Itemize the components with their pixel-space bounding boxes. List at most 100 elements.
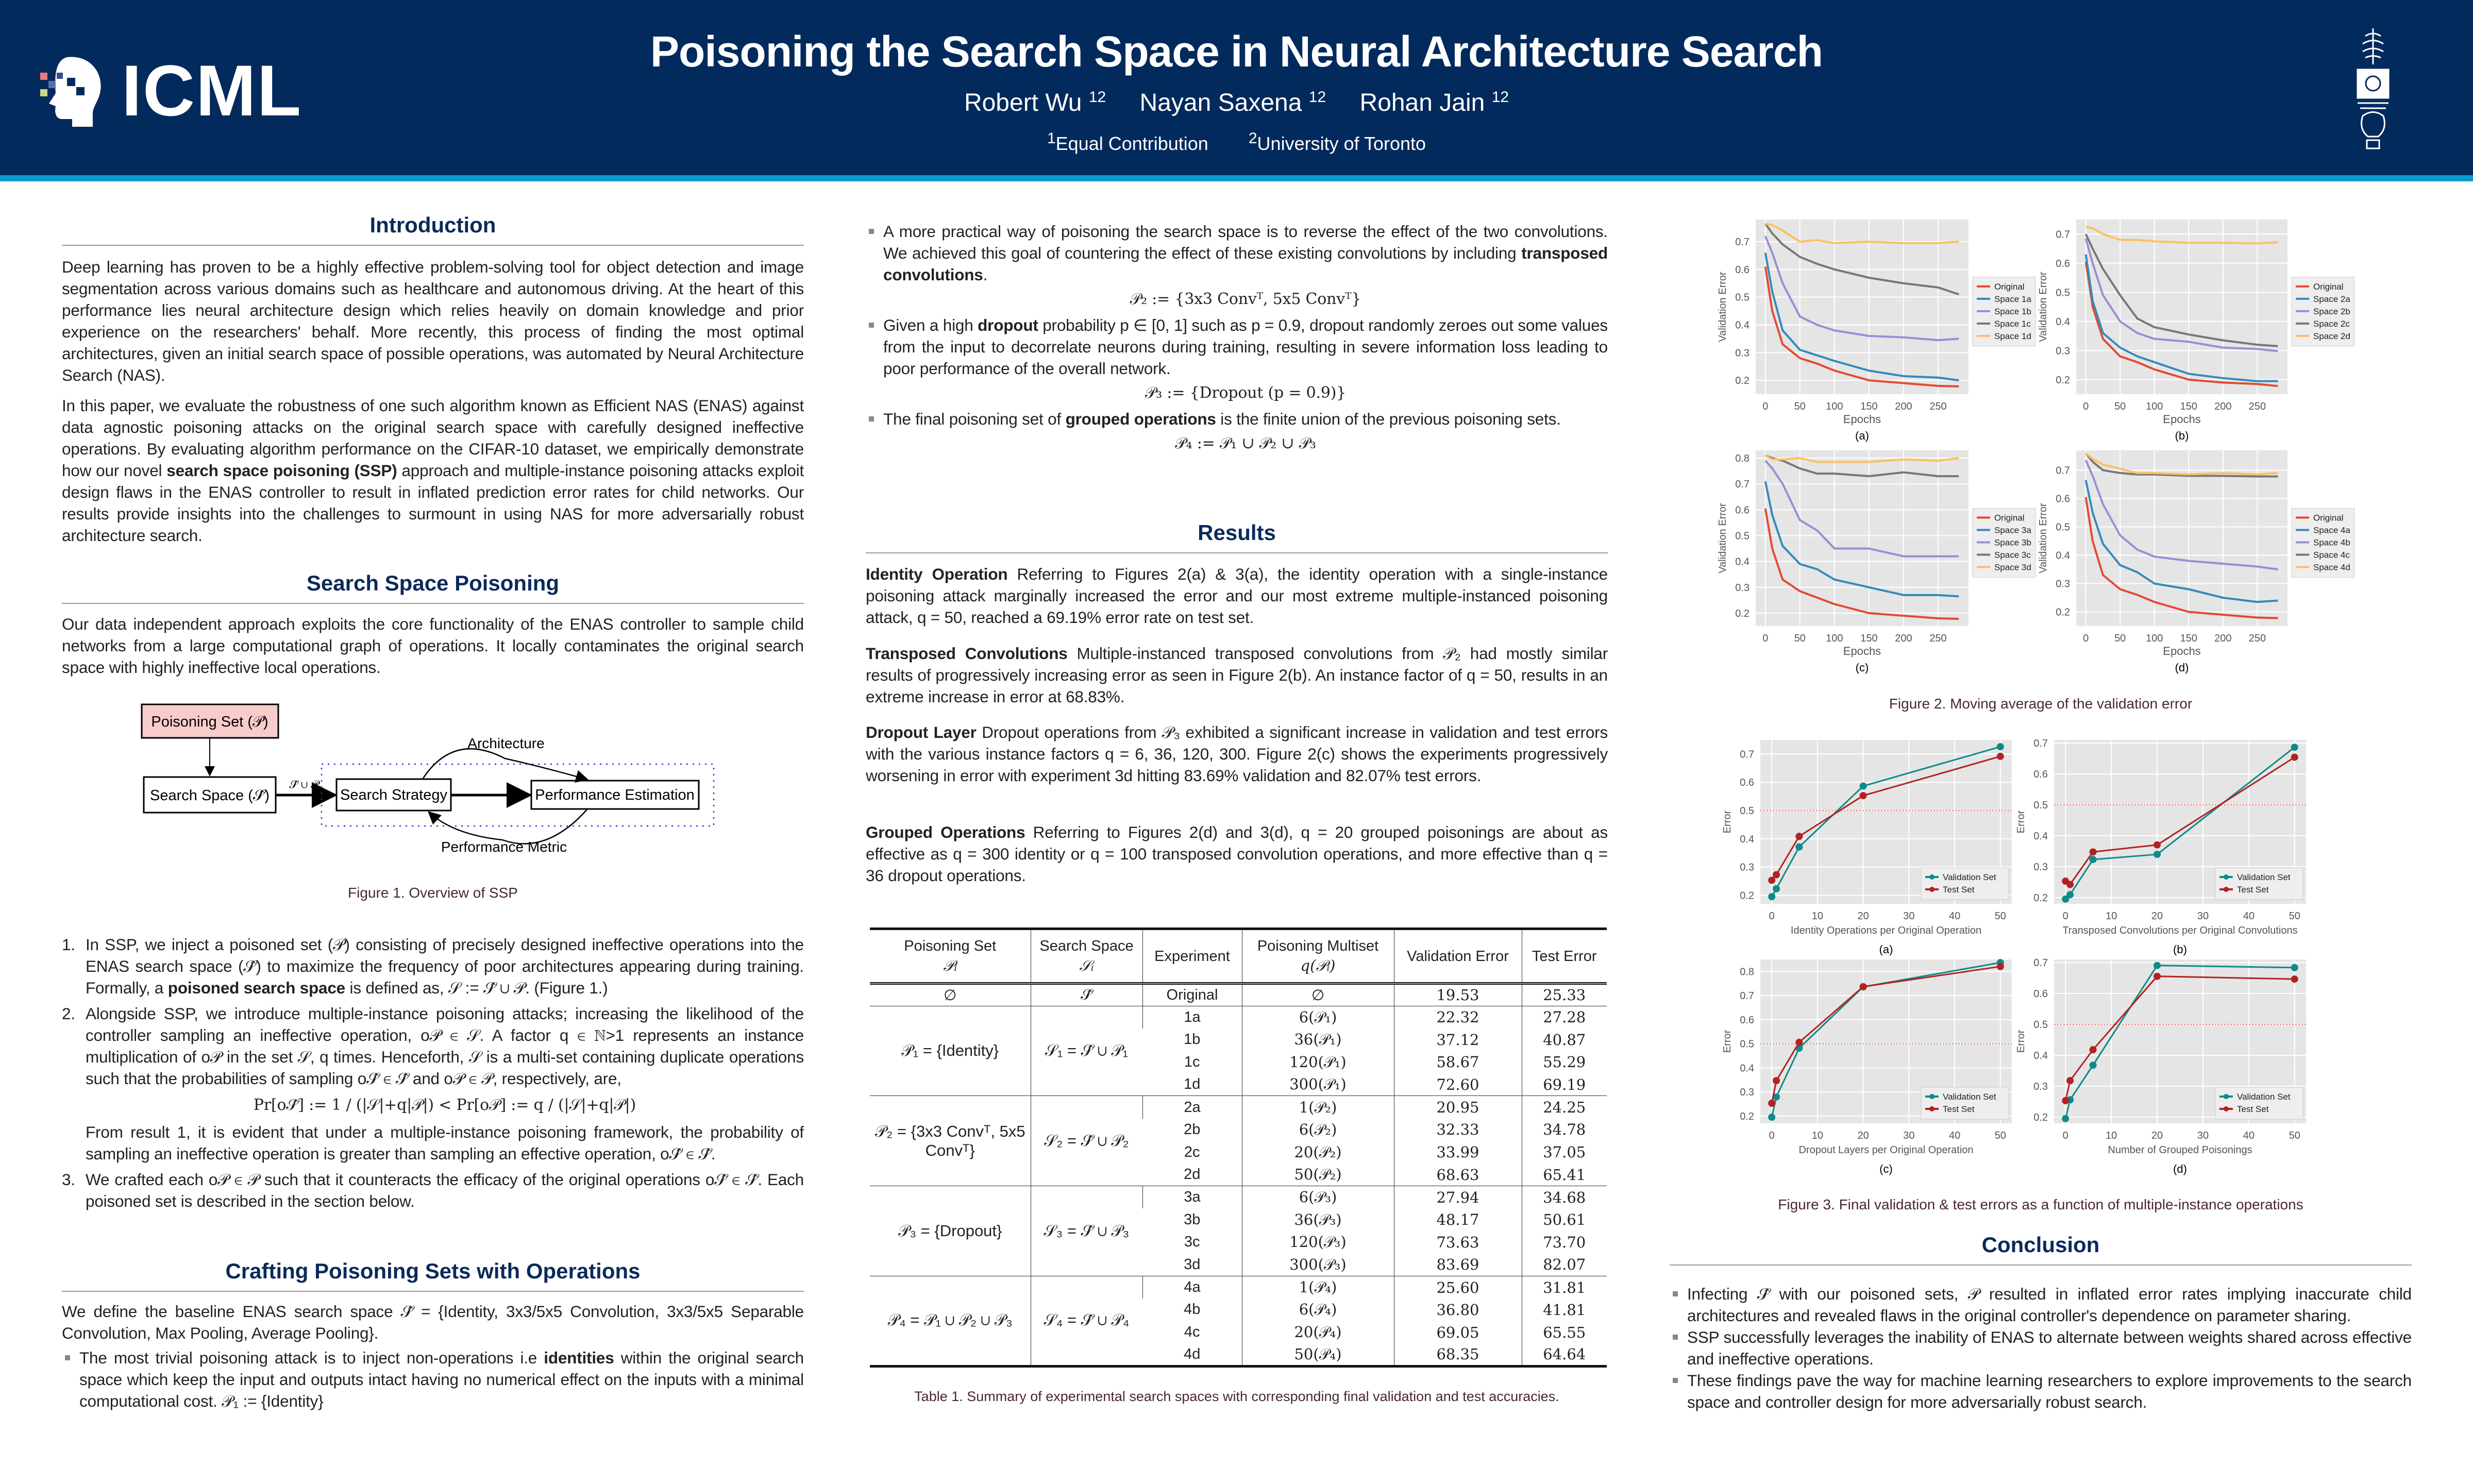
y-tick-label: 0.6 <box>1735 504 1749 516</box>
legend-marker <box>2224 1094 2229 1099</box>
series-line-space-2b <box>2084 238 2278 352</box>
table-cell: 19.53 <box>1393 983 1522 1006</box>
bullet-grouped: The final poisoning set of grouped opera… <box>866 408 1608 454</box>
table-cell: 55.29 <box>1521 1051 1607 1074</box>
table-cell: 27.28 <box>1521 1006 1607 1028</box>
table-cell: ∅ <box>944 987 957 1004</box>
y-tick-label: 0.6 <box>2033 988 2048 1000</box>
data-point <box>1768 1100 1776 1107</box>
y-tick-label: 0.7 <box>1740 749 1754 760</box>
poster-header: ICML Poisoning the Search Space in Neura… <box>0 0 2473 175</box>
conclusion-bullet: These findings pave the way for machine … <box>1670 1370 2412 1413</box>
intro-paragraph: Deep learning has proven to be a highly … <box>62 258 804 384</box>
table-cell: 33.99 <box>1393 1141 1522 1163</box>
y-tick-label: 0.7 <box>2033 738 2048 749</box>
x-tick-label: 150 <box>2180 633 2197 644</box>
poisoning-set-box <box>141 703 279 739</box>
data-point <box>2154 972 2161 980</box>
legend: Validation Set Test Set <box>1921 867 2009 900</box>
x-tick-label: 0 <box>1769 1130 1775 1141</box>
data-point <box>1773 871 1780 879</box>
legend-marker <box>1929 1094 1934 1099</box>
x-tick-label: 10 <box>1812 1130 1823 1141</box>
data-point <box>2062 1097 2070 1105</box>
data-point <box>1996 752 2004 760</box>
controller-boundary <box>321 763 715 827</box>
table-cell: 37.12 <box>1393 1028 1522 1051</box>
y-tick-label: 0.3 <box>1740 862 1754 873</box>
table-cell: 36.80 <box>1393 1298 1522 1321</box>
table-cell: 𝒮₂ = 𝒮̂ ∪ 𝒫₂ <box>1030 1095 1142 1186</box>
y-tick-label: 0.4 <box>1740 834 1754 845</box>
crafting-paragraph: We define the baseline ENAS search space… <box>62 1302 804 1342</box>
y-tick-label: 0.3 <box>2056 345 2070 357</box>
table-column-header: Poisoning Set 𝒫ᵢ <box>904 938 997 974</box>
table-row: ∅ 𝒮̂ Original ∅ 19.53 25.33 <box>870 983 1607 1006</box>
author-list: Robert Wu 12 Nayan Saxena 12 Rohan Jain … <box>0 89 2473 117</box>
table-cell: 6(𝒫₃) <box>1241 1186 1394 1209</box>
legend: Validation Set Test Set <box>2215 867 2303 900</box>
right-column: Conclusion Infecting 𝒮̂ with our poisone… <box>1670 0 2412 1484</box>
table-row: 𝒫₁ = {Identity} 𝒮₁ = 𝒮̂ ∪ 𝒫₁ 1a 6(𝒫₁) 22.32 2… <box>870 1006 1607 1096</box>
table-row: 2d 50(𝒫₂) 68.63 65.41 <box>870 1163 1607 1186</box>
x-axis-label: Transposed Convolutions per Original Con… <box>2062 925 2297 936</box>
bold-term: search space poisoning (SSP) <box>166 461 397 480</box>
x-tick-label: 20 <box>2151 910 2163 922</box>
table-cell: 300(𝒫₃) <box>1241 1253 1394 1276</box>
x-axis-label: Epochs <box>1843 645 1881 657</box>
data-point <box>1795 833 1803 840</box>
affiliation: 2University of Toronto <box>1248 130 1426 154</box>
affiliations: 1Equal Contribution 2University of Toron… <box>0 130 2473 155</box>
table-cell: 2c <box>1184 1143 1200 1160</box>
table-cell: 31.81 <box>1521 1276 1607 1299</box>
y-tick-label: 0.3 <box>2056 579 2070 590</box>
table-cell: 4b <box>1184 1301 1201 1318</box>
table-cell: 𝒫₄ = 𝒫₁ ∪ 𝒫₂ ∪ 𝒫₃ <box>887 1311 1013 1329</box>
x-tick-label: 0 <box>2083 401 2089 412</box>
data-point <box>2066 891 2074 899</box>
plot-background <box>1756 450 1969 626</box>
x-tick-label: 200 <box>1895 633 1912 644</box>
series-line-original <box>2084 261 2278 387</box>
data-point <box>2154 841 2161 849</box>
plot-background <box>1756 220 1969 394</box>
author: Robert Wu 12 <box>964 89 1106 116</box>
x-tick-label: 50 <box>1794 633 1806 644</box>
legend-marker <box>2224 874 2229 880</box>
table-row: 1b 36(𝒫₁) 37.12 40.87 <box>870 1028 1607 1051</box>
data-point <box>1768 1114 1776 1121</box>
section-heading-crafting: Crafting Poisoning Sets with Operations <box>62 1259 804 1292</box>
data-point <box>1859 792 1867 800</box>
legend-entry: Original <box>1994 513 2025 523</box>
data-point <box>1768 876 1776 884</box>
table-column-header: Test Error <box>1521 929 1607 984</box>
legend: Validation Set Test Set <box>2215 1087 2303 1120</box>
x-tick-label: 0 <box>2063 910 2068 922</box>
legend-entry: Validation Set <box>2237 872 2291 882</box>
x-tick-label: 250 <box>1929 633 1946 644</box>
icml-head-icon <box>40 57 101 127</box>
x-tick-label: 50 <box>2114 633 2126 644</box>
x-axis-label: Epochs <box>2163 645 2200 657</box>
y-tick-label: 0.3 <box>1735 347 1749 359</box>
table-row: 2b 6(𝒫₂) 32.33 34.78 <box>870 1118 1607 1141</box>
series-line-space-4b <box>2084 460 2278 570</box>
series-line-original <box>1764 266 1959 387</box>
table-cell: 73.63 <box>1393 1231 1522 1254</box>
data-point <box>2066 1077 2074 1085</box>
legend-entry: Space 1c <box>1994 319 2031 329</box>
results-paragraph: Identity Operation Referring to Figures … <box>866 565 1608 627</box>
table-cell: 48.17 <box>1393 1208 1522 1232</box>
legend-entry: Space 4d <box>2313 563 2350 572</box>
y-tick-label: 0.7 <box>2056 465 2070 477</box>
panel-label: (a) <box>1879 943 1893 956</box>
table-cell: 𝒮₃ = 𝒮̂ ∪ 𝒫₃ <box>1030 1186 1142 1276</box>
series-line-original <box>2084 497 2278 619</box>
intro-paragraph: In this paper, we evaluate the robustnes… <box>62 396 804 545</box>
data-point <box>1773 1077 1780 1085</box>
x-tick-label: 0 <box>1769 910 1775 922</box>
legend-entry: Space 4c <box>2313 550 2350 560</box>
chart-panel-7: 0 10 20 30 40 50 0.2 0.3 0.4 0.5 0.6 0.7 Number of G… <box>2015 957 2306 1175</box>
series-line-space-3d <box>1764 454 1959 463</box>
